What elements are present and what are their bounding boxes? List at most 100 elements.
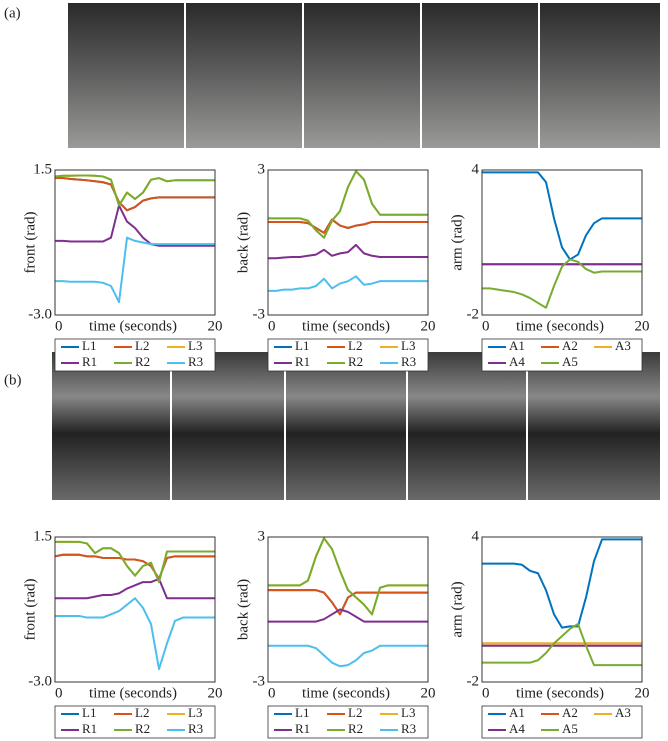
series-line [55,177,215,212]
legend-label: L3 [188,338,202,353]
legend-label: R2 [135,721,150,736]
x-axis-label: time (seconds) [516,685,604,701]
x-axis-label: time (seconds) [302,318,390,334]
legend-label: R2 [348,721,363,736]
legend-label: A1 [509,705,525,720]
legend-label: A2 [562,338,578,353]
panel-label: (a) [4,5,21,21]
photo [408,352,526,500]
series-line [268,243,428,260]
legend-label: L2 [348,705,362,720]
legend-label: R3 [188,354,203,369]
chart: -2 4 0 20 time (seconds) arm (rad) A1 A2 A3 A4 A5 [449,528,650,739]
series-line [55,540,215,584]
photo [286,352,406,500]
x-tick-label: 0 [268,685,276,701]
legend-label: R2 [348,354,363,369]
x-axis-label: time (seconds) [89,318,177,334]
series-line [54,553,215,580]
x-tick-label: 0 [268,318,276,334]
x-tick-label: 20 [421,685,436,701]
legend-label: L2 [135,705,149,720]
legend-label: R1 [82,354,97,369]
y-tick-label: -3 [253,673,266,689]
legend-label: L3 [401,705,415,720]
photo [186,3,302,148]
legend-box [267,705,429,739]
series-line [55,204,215,247]
series-line [268,275,428,292]
y-axis-label: back (rad) [235,579,251,640]
legend-label: R1 [295,721,310,736]
photo [540,3,660,148]
legend-box [267,338,429,372]
legend-label: L1 [295,338,309,353]
legend-label: R1 [82,721,97,736]
y-axis-label: front (rad) [22,578,38,640]
x-tick-label: 20 [635,318,650,334]
legend-label: R3 [401,354,416,369]
axes-box [267,169,429,316]
legend-label: A1 [509,338,525,353]
y-tick-label: 3 [258,161,266,177]
series-line [268,537,428,616]
series-line [55,236,215,304]
y-tick-label: -3 [253,306,266,322]
legend-box [54,705,216,739]
chart: -3 3 0 20 time (seconds) back (rad) L1 L2 L3 R1 R2… [235,161,436,372]
y-tick-label: -3.0 [28,306,52,322]
plot-area [268,537,428,682]
y-tick-label: 1.5 [33,161,52,177]
axes-box [481,169,643,316]
x-tick-label: 0 [482,685,490,701]
chart: -3 3 0 20 time (seconds) back (rad) L1 L2 L3 R1 R2… [235,528,436,739]
y-tick-label: 4 [472,161,480,177]
y-axis-label: arm (rad) [449,581,465,637]
y-axis-label: back (rad) [235,212,251,273]
x-tick-label: 20 [208,318,223,334]
legend-label: L1 [82,705,96,720]
chart: -2 4 0 20 time (seconds) arm (rad) A1 A2 A3 A4 A5 [449,161,650,372]
legend-box [481,338,643,372]
legend-label: R3 [188,721,203,736]
axes-box [267,536,429,683]
y-tick-label: 4 [472,528,480,544]
legend-label: L3 [401,338,415,353]
legend-label: R1 [295,354,310,369]
legend-label: L1 [295,705,309,720]
photo [422,3,538,148]
legend-label: L2 [348,338,362,353]
y-tick-label: -2 [467,306,480,322]
series-line [268,608,428,623]
legend-label: A3 [615,338,631,353]
series-line [268,589,428,616]
legend-label: L1 [82,338,96,353]
legend-box [54,338,216,372]
axes-box [481,536,643,683]
photo-row [52,352,660,500]
photo-row [68,3,660,148]
photo [172,352,284,500]
legend-label: A4 [509,721,525,736]
legend-label: L3 [188,705,202,720]
series-line [268,170,428,239]
plot-area [482,170,642,315]
plot-area [268,170,428,315]
plot-area [55,537,215,682]
photo [304,3,420,148]
legend-label: L2 [135,338,149,353]
x-tick-label: 0 [55,685,63,701]
legend-label: A2 [562,705,578,720]
legend-label: R2 [135,354,150,369]
chart: -3.0 1.5 0 20 time (seconds) front (rad) L1 L2 L… [22,528,223,739]
series-line [55,577,215,600]
photo [528,352,660,500]
legend-label: A3 [615,705,631,720]
x-axis-label: time (seconds) [302,685,390,701]
plot-area [482,537,642,682]
y-tick-label: -3.0 [28,673,52,689]
axes-box [54,536,216,683]
series-line [482,258,642,309]
x-tick-label: 0 [55,318,63,334]
